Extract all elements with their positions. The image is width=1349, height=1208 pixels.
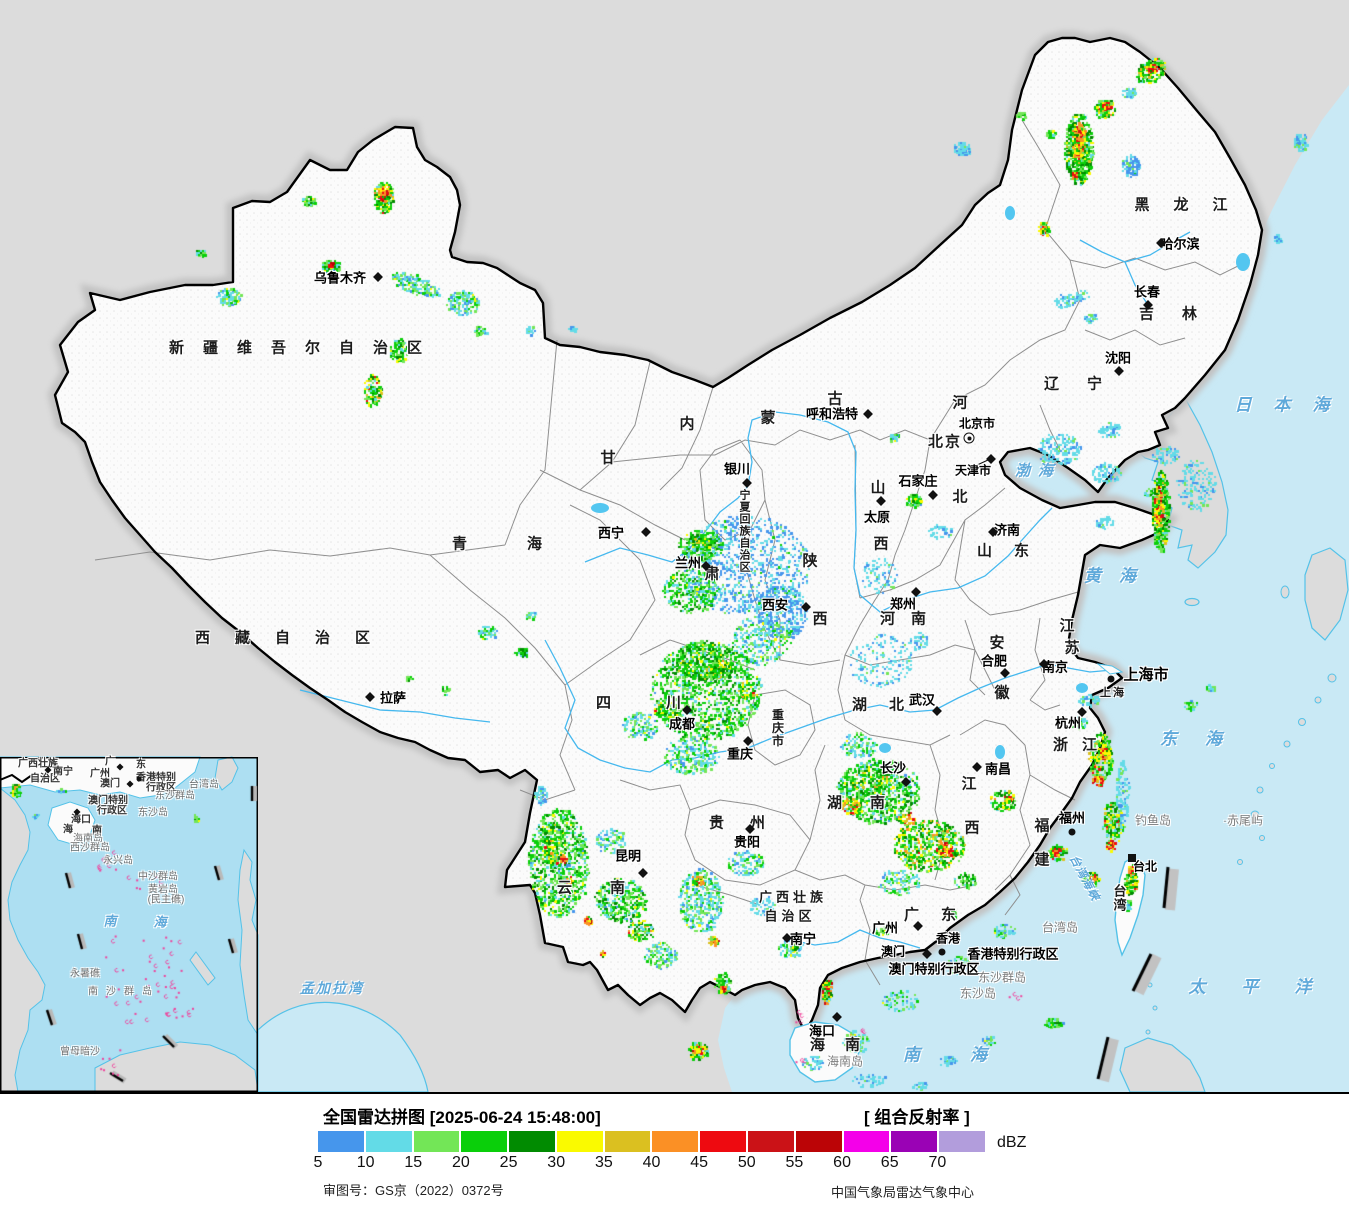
colorbar-tick: 30 <box>547 1154 566 1171</box>
colorbar-tick: 60 <box>833 1154 851 1171</box>
colorbar-tick: 50 <box>737 1154 756 1171</box>
radar-echo-layer <box>0 0 1349 1092</box>
map-approval-number: 审图号：GS京（2022）0372号 <box>323 1183 504 1198</box>
colorbar-tick: 35 <box>594 1154 613 1171</box>
colorbar-tick: 15 <box>404 1154 423 1171</box>
colorbar-segment-30 <box>556 1131 603 1152</box>
colorbar <box>318 1131 985 1152</box>
colorbar-segment-15 <box>413 1131 460 1152</box>
colorbar-tick: 10 <box>356 1154 375 1171</box>
colorbar-ticks: 5 10 15 20 25 30 35 40 45 50 55 60 65 70 <box>0 1154 1349 1174</box>
colorbar-tick: 45 <box>690 1154 709 1171</box>
colorbar-segment-20 <box>461 1131 508 1152</box>
map-title: 全国雷达拼图 [2025-06-24 15:48:00] <box>323 1108 601 1127</box>
colorbar-unit: dBZ <box>997 1134 1027 1151</box>
colorbar-tick: 55 <box>785 1154 804 1171</box>
colorbar-segment-70 <box>939 1131 985 1152</box>
legend-panel: 全国雷达拼图 [2025-06-24 15:48:00] [ 组合反射率 ] 5… <box>0 1092 1349 1208</box>
colorbar-segment-55 <box>795 1131 842 1152</box>
colorbar-segment-45 <box>700 1131 747 1152</box>
colorbar-tick: 65 <box>880 1154 899 1171</box>
colorbar-tick: 20 <box>452 1154 470 1171</box>
colorbar-segment-25 <box>509 1131 555 1152</box>
colorbar-segment-60 <box>843 1131 890 1152</box>
colorbar-tick: 5 <box>313 1154 323 1171</box>
colorbar-segment-40 <box>652 1131 699 1152</box>
colorbar-segment-35 <box>604 1131 651 1152</box>
colorbar-segment-50 <box>748 1131 794 1152</box>
colorbar-segment-10 <box>365 1131 412 1152</box>
colorbar-segment-65 <box>891 1131 938 1152</box>
china-radar-map: 新疆维吾尔自治区 西藏自治区 青海甘肃内蒙古宁夏回族自治区陕西山西河北山东 河南江苏安… <box>0 0 1349 1092</box>
colorbar-tick: 70 <box>928 1154 947 1171</box>
colorbar-tick: 25 <box>499 1154 518 1171</box>
colorbar-segment-5 <box>318 1131 364 1152</box>
colorbar-tick: 40 <box>642 1154 661 1171</box>
agency-name: 中国气象局雷达气象中心 <box>831 1185 975 1200</box>
product-name: [ 组合反射率 ] <box>864 1108 970 1127</box>
